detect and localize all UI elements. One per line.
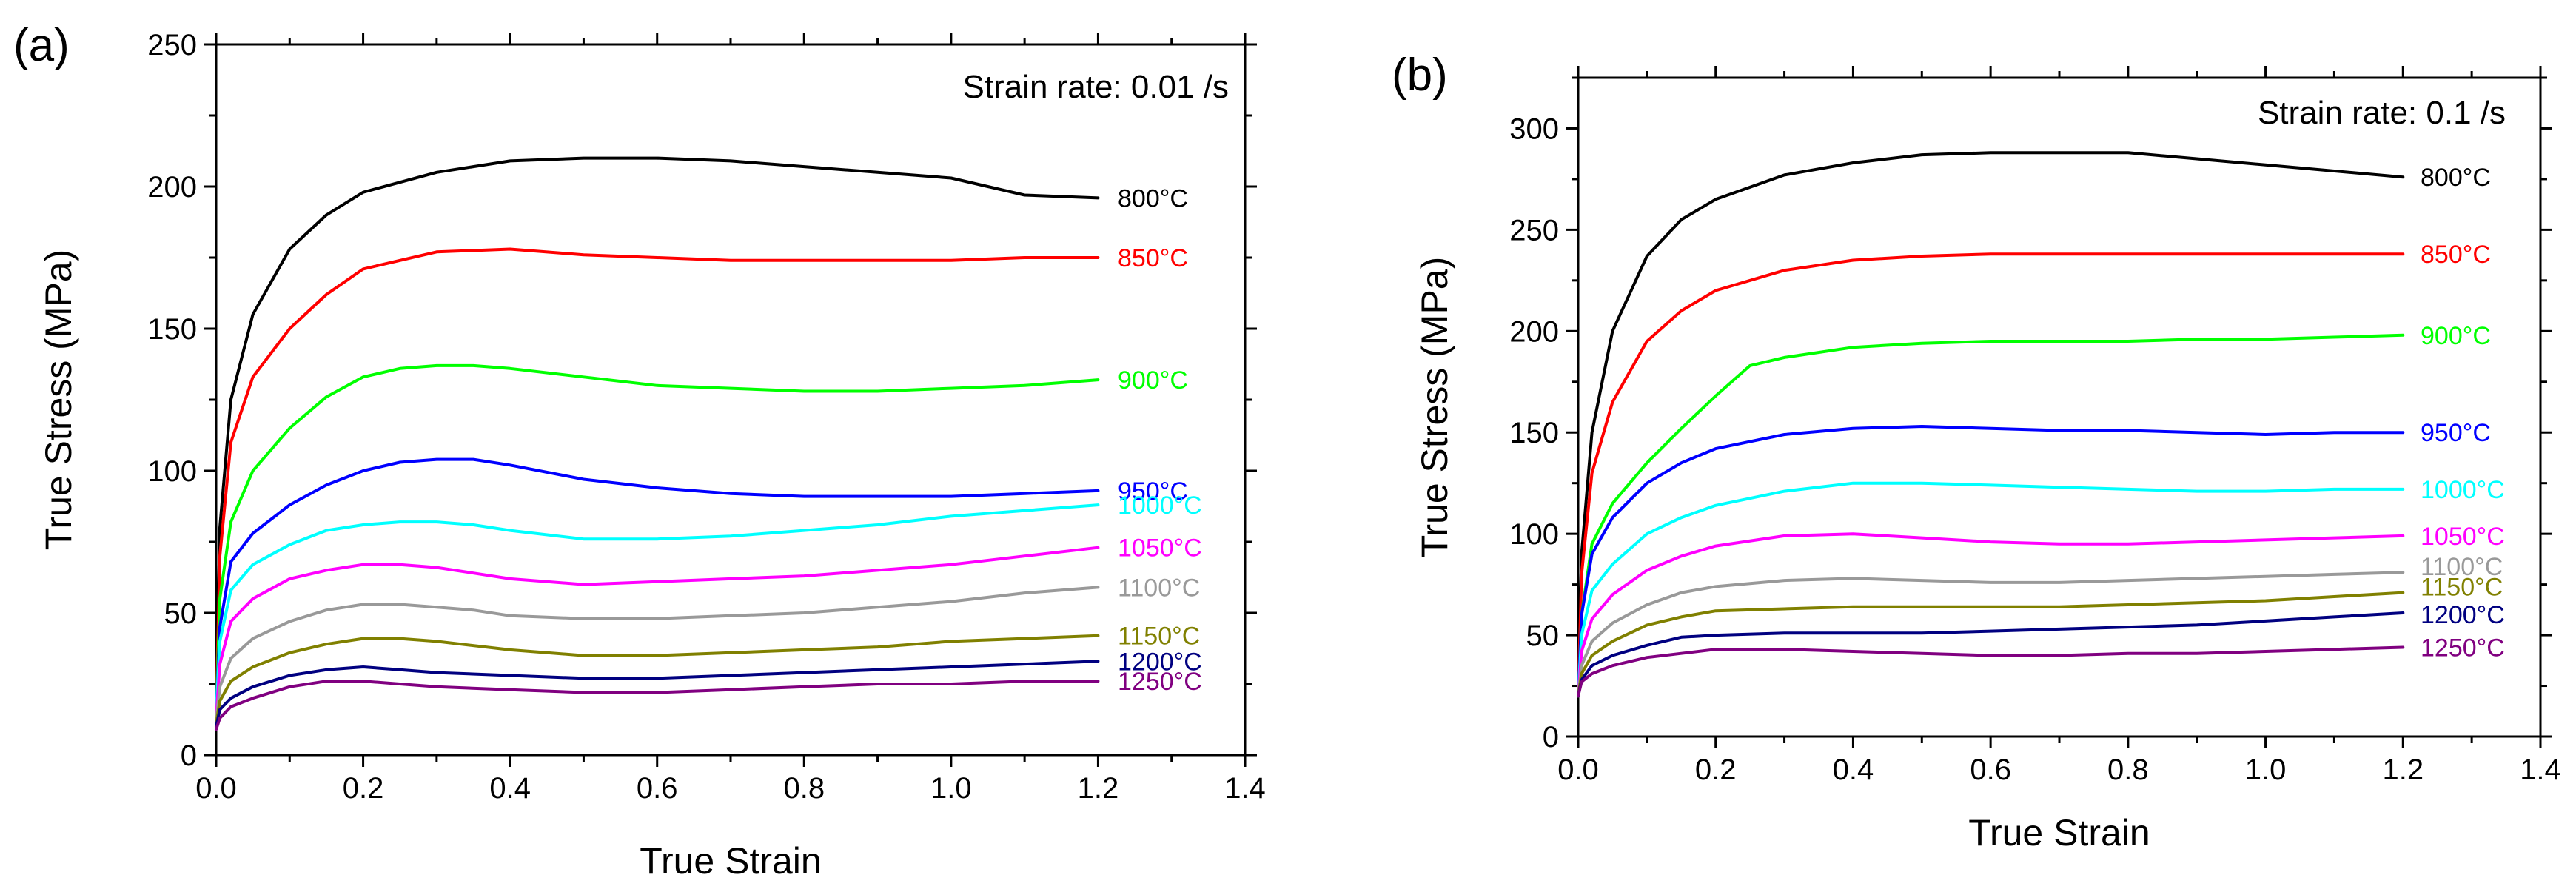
y-tick-label-b: 50 bbox=[1526, 620, 1560, 652]
y-tick-label-a: 0 bbox=[181, 740, 197, 772]
plot-frame-a bbox=[215, 43, 1247, 757]
x-tick-label-b: 1.4 bbox=[2520, 754, 2561, 786]
series-line-a-6 bbox=[215, 586, 1100, 722]
series-line-b-3 bbox=[1577, 425, 2405, 698]
x-tick-label-a: 0.4 bbox=[489, 772, 531, 805]
x-tick-label-a: 0.2 bbox=[343, 772, 384, 805]
series-label-a-3: 950°C bbox=[1118, 477, 1188, 506]
series-label-b-7: 1150°C bbox=[2421, 574, 2503, 602]
x-tick-label-a: 1.2 bbox=[1078, 772, 1119, 805]
chart-panel-b: (b) 0.0 0.2 0.4 0.6 0.8 1.0 1.2 1.4 0 50 100 150 200 2… bbox=[1392, 50, 2561, 854]
series-label-b-0: 800°C bbox=[2421, 164, 2491, 192]
series-line-b-7 bbox=[1577, 591, 2405, 698]
y-tick-label-b: 250 bbox=[1509, 214, 1559, 247]
series-line-b-5 bbox=[1577, 532, 2405, 698]
series-label-b-3: 950°C bbox=[2421, 419, 2491, 447]
series-label-b-1: 850°C bbox=[2421, 241, 2491, 269]
panel-label-b: (b) bbox=[1392, 50, 1448, 101]
y-axis-title-a: True Stress (MPa) bbox=[38, 249, 79, 551]
y-axis-title-b: True Stress (MPa) bbox=[1414, 257, 1455, 558]
strain-rate-annotation-a: Strain rate: 0.01 /s bbox=[962, 69, 1229, 105]
x-tick-label-b: 0.4 bbox=[1833, 754, 1874, 786]
series-label-b-2: 900°C bbox=[2421, 322, 2491, 350]
series-line-b-6 bbox=[1577, 571, 2405, 698]
series-line-a-0 bbox=[215, 156, 1100, 714]
series-label-b-4: 1000°C bbox=[2421, 476, 2505, 504]
series-line-b-4 bbox=[1577, 481, 2405, 698]
y-tick-label-a: 250 bbox=[147, 29, 197, 61]
x-tick-label-a: 0.8 bbox=[783, 772, 825, 805]
x-tick-label-b: 1.2 bbox=[2382, 754, 2424, 786]
series-label-a-1: 850°C bbox=[1118, 244, 1188, 272]
panel-label-a: (a) bbox=[13, 20, 70, 71]
x-tick-label-a: 1.0 bbox=[930, 772, 972, 805]
x-tick-label-b: 0.8 bbox=[2107, 754, 2149, 786]
y-tick-label-b: 200 bbox=[1509, 315, 1559, 348]
series-label-b-9: 1250°C bbox=[2421, 634, 2505, 663]
y-tick-label-a: 150 bbox=[147, 313, 197, 346]
x-tick-label-a: 0.6 bbox=[637, 772, 678, 805]
series-line-b-8 bbox=[1577, 611, 2405, 698]
x-axis-title-b: True Strain bbox=[1968, 812, 2150, 854]
x-tick-label-b: 0.2 bbox=[1695, 754, 1737, 786]
y-tick-label-a: 100 bbox=[147, 455, 197, 488]
y-tick-label-a: 50 bbox=[164, 597, 198, 630]
y-tick-label-a: 200 bbox=[147, 171, 197, 204]
series-line-a-5 bbox=[215, 546, 1100, 720]
series-line-a-4 bbox=[215, 503, 1100, 714]
series-line-a-7 bbox=[215, 634, 1100, 725]
series-label-a-2: 900°C bbox=[1118, 366, 1188, 395]
series-line-a-2 bbox=[215, 363, 1100, 714]
x-tick-label-b: 1.0 bbox=[2245, 754, 2287, 786]
y-tick-label-b: 150 bbox=[1509, 417, 1559, 449]
strain-rate-annotation-b: Strain rate: 0.1 /s bbox=[2258, 95, 2506, 131]
y-tick-label-b: 300 bbox=[1509, 113, 1559, 145]
x-tick-label-b: 0.6 bbox=[1970, 754, 2011, 786]
series-line-a-8 bbox=[215, 660, 1100, 728]
series-label-b-5: 1050°C bbox=[2421, 523, 2505, 551]
y-tick-label-b: 0 bbox=[1543, 721, 1559, 754]
y-tick-label-b: 100 bbox=[1509, 518, 1559, 551]
series-label-a-9: 1250°C bbox=[1118, 668, 1202, 696]
series-label-a-4: 1000°C bbox=[1118, 492, 1202, 520]
series-label-b-8: 1200°C bbox=[2421, 601, 2505, 629]
series-label-b-6: 1100°C bbox=[2421, 553, 2503, 581]
series-line-b-2 bbox=[1577, 333, 2405, 698]
series-label-a-5: 1050°C bbox=[1118, 534, 1202, 563]
x-tick-label-b: 0.0 bbox=[1557, 754, 1599, 786]
series-label-a-6: 1100°C bbox=[1118, 574, 1200, 602]
series-label-a-7: 1150°C bbox=[1118, 623, 1200, 651]
x-axis-title-a: True Strain bbox=[640, 840, 821, 882]
series-label-a-8: 1200°C bbox=[1118, 648, 1202, 676]
series-line-b-0 bbox=[1577, 151, 2405, 698]
series-line-a-9 bbox=[215, 680, 1100, 731]
series-label-a-0: 800°C bbox=[1118, 184, 1188, 212]
series-line-b-1 bbox=[1577, 252, 2405, 698]
series-line-b-9 bbox=[1577, 645, 2405, 698]
chart-panel-a: (a) 0.0 0.2 0.4 0.6 0.8 1.0 1.2 1.4 0 50 100 150 200 2… bbox=[13, 20, 1266, 882]
x-tick-label-a: 0.0 bbox=[195, 772, 237, 805]
series-line-a-1 bbox=[215, 247, 1100, 714]
x-tick-label-a: 1.4 bbox=[1224, 772, 1266, 805]
series-line-a-3 bbox=[215, 457, 1100, 714]
